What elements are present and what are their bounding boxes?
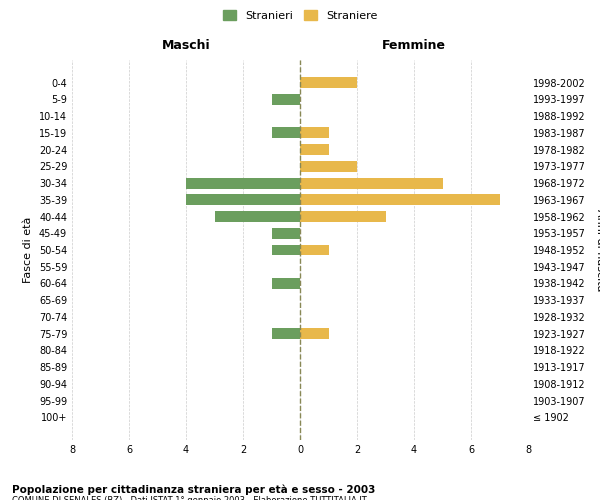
Y-axis label: Anni di nascita: Anni di nascita bbox=[595, 209, 600, 291]
Bar bbox=[300, 144, 329, 155]
Bar bbox=[300, 161, 357, 172]
Bar bbox=[300, 194, 499, 205]
Bar bbox=[271, 228, 300, 238]
Bar bbox=[300, 328, 329, 339]
Text: Popolazione per cittadinanza straniera per età e sesso - 2003: Popolazione per cittadinanza straniera p… bbox=[12, 484, 376, 495]
Bar bbox=[271, 128, 300, 138]
Bar bbox=[300, 211, 386, 222]
Text: Maschi: Maschi bbox=[161, 40, 211, 52]
Bar bbox=[300, 128, 329, 138]
Bar bbox=[300, 178, 443, 188]
Legend: Stranieri, Straniere: Stranieri, Straniere bbox=[218, 6, 382, 25]
Bar bbox=[271, 278, 300, 289]
Bar bbox=[300, 244, 329, 256]
Y-axis label: Fasce di età: Fasce di età bbox=[23, 217, 33, 283]
Bar bbox=[271, 244, 300, 256]
Bar bbox=[186, 194, 300, 205]
Bar bbox=[271, 328, 300, 339]
Bar bbox=[186, 178, 300, 188]
Bar bbox=[215, 211, 300, 222]
Bar bbox=[271, 94, 300, 105]
Bar bbox=[300, 78, 357, 88]
Text: Femmine: Femmine bbox=[382, 40, 446, 52]
Text: COMUNE DI SENALES (BZ) - Dati ISTAT 1° gennaio 2003 - Elaborazione TUTTITALIA.IT: COMUNE DI SENALES (BZ) - Dati ISTAT 1° g… bbox=[12, 496, 367, 500]
